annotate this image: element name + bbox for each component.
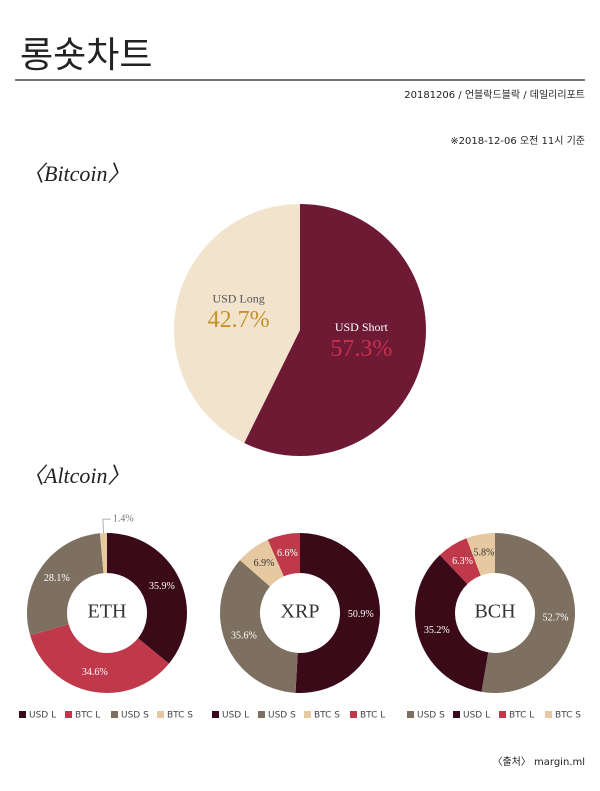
note: ※2018-12-06 오전 11시 기준	[450, 135, 585, 147]
slice-value: 35.9%	[149, 581, 175, 592]
legend-swatch	[304, 711, 311, 718]
section-heading: 〈Altcoin〉	[22, 463, 130, 488]
slice-value: 6.6%	[277, 548, 298, 559]
slice	[173, 204, 300, 443]
legend-label: BTC L	[75, 711, 100, 721]
leader-line	[102, 518, 111, 534]
slice-value: 42.7%	[208, 307, 270, 333]
legend-label: USD L	[463, 711, 490, 721]
slice-value: 52.7%	[543, 612, 569, 623]
slice-value: 5.8%	[474, 548, 495, 559]
slice-value: 35.2%	[424, 625, 450, 636]
center-label: BCH	[474, 601, 515, 623]
slice	[27, 533, 104, 636]
slice-value: 57.3%	[330, 336, 392, 362]
slice-category: USD Long	[212, 291, 264, 305]
legend-label: USD S	[268, 711, 296, 721]
legend-label: USD S	[417, 711, 445, 721]
legend-swatch	[499, 711, 506, 718]
slice	[107, 533, 187, 664]
slice	[295, 533, 380, 693]
slice-value: 6.9%	[254, 558, 275, 569]
section-heading: 〈Bitcoin〉	[22, 161, 130, 186]
page-title: 롱숏차트	[20, 35, 152, 76]
slice-value: 1.4%	[113, 513, 134, 524]
slice	[267, 533, 300, 577]
legend-swatch	[19, 711, 26, 718]
slice	[415, 555, 489, 692]
slice	[239, 539, 284, 587]
slice	[439, 538, 481, 585]
slice-value: 35.6%	[231, 631, 257, 642]
slice-value: 34.6%	[82, 667, 108, 678]
legend-swatch	[545, 711, 552, 718]
legend-label: USD S	[121, 711, 149, 721]
slice	[219, 560, 298, 693]
legend-label: BTC S	[555, 711, 581, 721]
slice-value: 50.9%	[348, 609, 374, 620]
legend-swatch	[453, 711, 460, 718]
slice	[244, 204, 427, 456]
legend-swatch	[407, 711, 414, 718]
legend-swatch	[258, 711, 265, 718]
center-label: XRP	[281, 601, 320, 623]
legend-swatch	[65, 711, 72, 718]
center-label: ETH	[88, 601, 127, 623]
subtitle: 20181206 / 언블락드블락 / 데일리리포트	[404, 89, 585, 101]
legend-swatch	[350, 711, 357, 718]
legend-swatch	[212, 711, 219, 718]
slice-category: USD Short	[335, 320, 389, 334]
legend-label: BTC S	[167, 711, 193, 721]
legend-swatch	[157, 711, 164, 718]
slice	[30, 624, 169, 693]
slice-value: 28.1%	[44, 573, 70, 584]
legend-label: USD L	[222, 711, 249, 721]
slice	[481, 533, 575, 693]
legend-label: BTC S	[314, 711, 340, 721]
legend-swatch	[111, 711, 118, 718]
legend-label: BTC L	[360, 711, 385, 721]
slice-value: 6.3%	[452, 556, 473, 567]
slice	[99, 533, 107, 574]
slice	[466, 533, 495, 576]
source: 〈출처〉 margin.ml	[492, 756, 585, 768]
legend-label: USD L	[29, 711, 56, 721]
legend-label: BTC L	[509, 711, 534, 721]
